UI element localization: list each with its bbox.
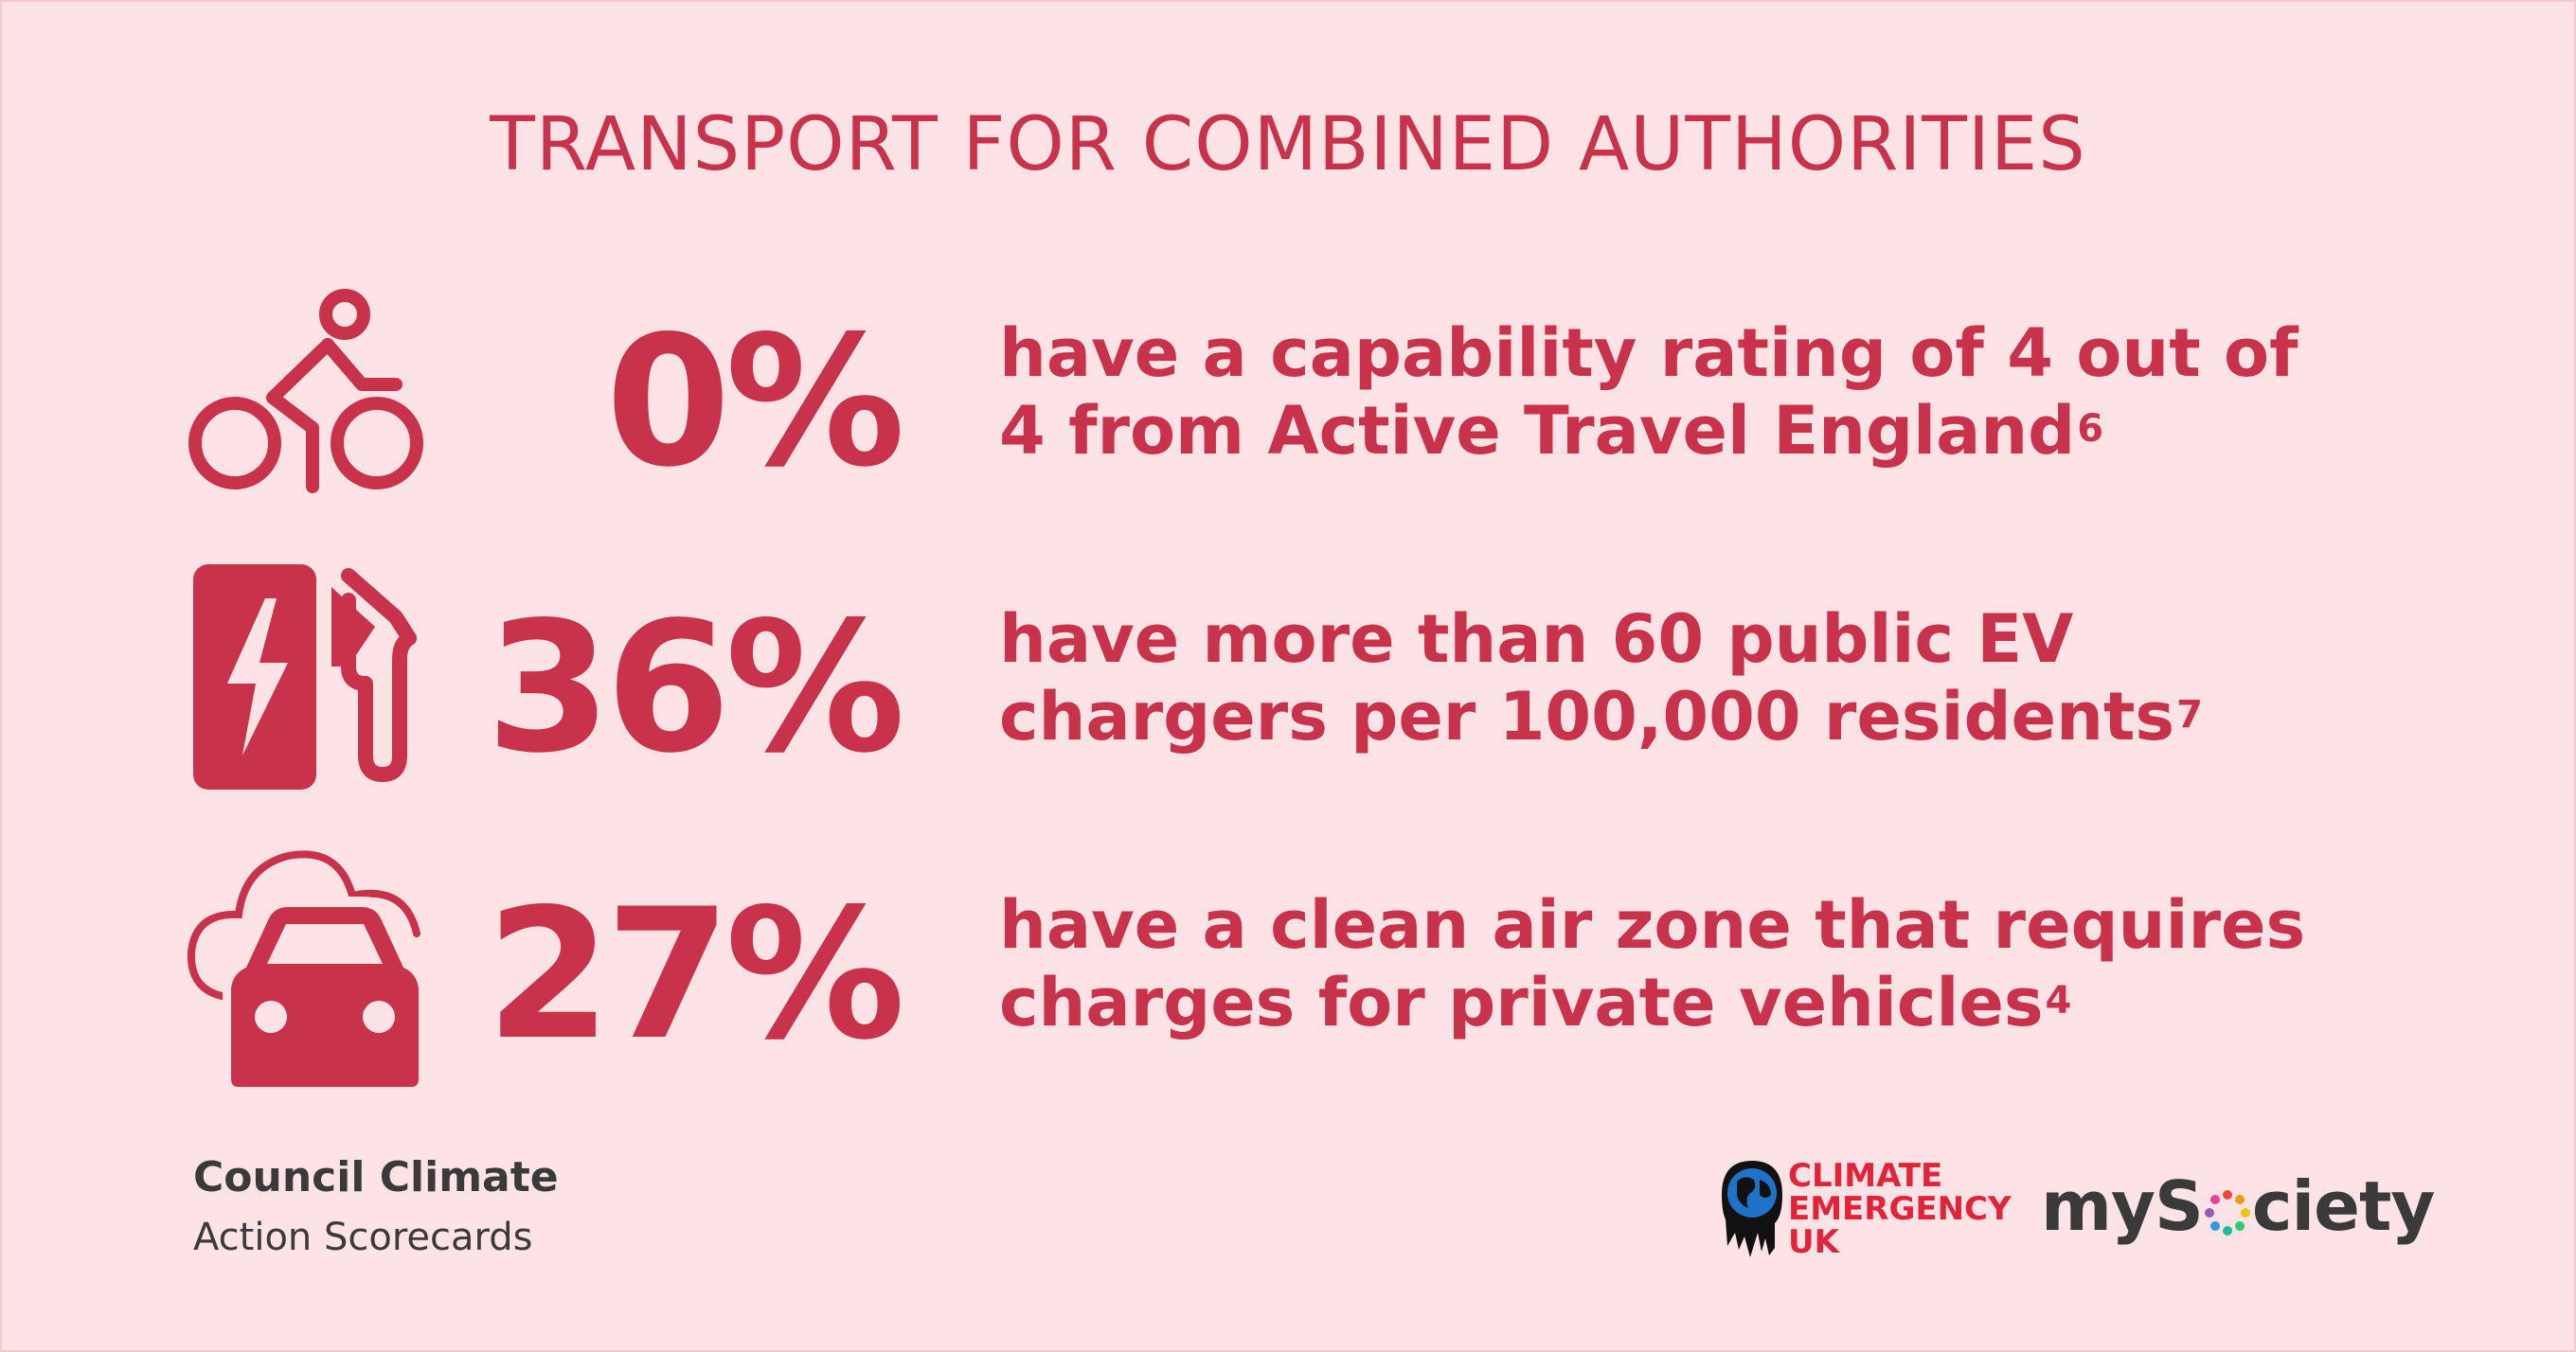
stat-description-line: 4 from Active Travel England6: [999, 392, 2533, 470]
globe-logo-icon: [1722, 1161, 1782, 1257]
cyclist-icon: [188, 289, 423, 493]
footnote-marker: 7: [2176, 693, 2203, 737]
mysociety-logo: myS ciety: [2041, 1166, 2436, 1246]
page-title: TRANSPORT FOR COMBINED AUTHORITIES: [490, 102, 2086, 187]
stat-description-ev: have more than 60 public EV chargers per…: [999, 600, 2533, 756]
mysociety-dots-icon: [2204, 1190, 2250, 1236]
stat-description-clean-air: have a clean air zone that requires char…: [999, 886, 2533, 1041]
footnote-marker: 6: [2077, 407, 2104, 451]
car-cloud-icon: [187, 850, 427, 1093]
ceuk-logo-text: CLIMATE EMERGENCY UK: [1788, 1160, 2012, 1259]
ceuk-word: CLIMATE: [1788, 1157, 1943, 1195]
footnote-marker: 4: [2045, 979, 2072, 1023]
stat-description-line: charges for private vehicles4: [999, 964, 2533, 1041]
ceuk-word: EMERGENCY: [1788, 1190, 2012, 1228]
stat-description-text: charges for private vehicles: [999, 964, 2044, 1041]
stat-description-line: chargers per 100,000 residents7: [999, 678, 2533, 756]
stat-value-clean-air: 27%: [486, 870, 905, 1079]
ev-charger-icon: [193, 564, 417, 790]
brand-name-line1: Council Climate: [193, 1153, 559, 1201]
stat-description-line: have a clean air zone that requires: [999, 886, 2306, 964]
stat-description-text: chargers per 100,000 residents: [999, 678, 2175, 756]
stat-description-line: have a capability rating of 4 out of: [999, 314, 2299, 392]
stat-description-text: 4 from Active Travel England: [999, 392, 2076, 470]
mysociety-prefix: myS: [2041, 1166, 2204, 1246]
ceuk-word: UK: [1788, 1223, 1839, 1261]
stat-value-cycling: 0%: [605, 297, 905, 507]
stat-value-ev: 36%: [486, 583, 905, 792]
stat-description-line: have more than 60 public EV: [999, 600, 2074, 678]
mysociety-suffix: ciety: [2251, 1166, 2436, 1246]
brand-name-line2: Action Scorecards: [193, 1216, 533, 1259]
stat-description-cycling: have a capability rating of 4 out of 4 f…: [999, 314, 2533, 470]
